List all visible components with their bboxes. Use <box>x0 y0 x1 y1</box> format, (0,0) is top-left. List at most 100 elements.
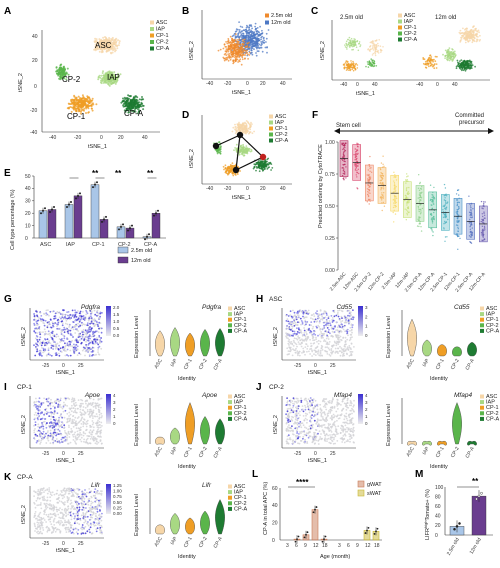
feature-xtick-2: 0 <box>62 363 65 369</box>
feature-xtick-1: -25 <box>42 363 49 369</box>
feature-point <box>92 323 94 325</box>
d-point-asc <box>245 126 247 128</box>
feature-point <box>97 310 99 312</box>
c-point-old-asc <box>460 30 462 32</box>
a-point-cp1 <box>87 98 89 100</box>
feature-point <box>48 342 50 344</box>
b-point-2.5m <box>237 41 239 43</box>
c-point-old-cpa <box>456 67 458 69</box>
f-point-11 <box>483 205 484 206</box>
d-point-iap <box>241 152 243 154</box>
feature-point <box>84 324 86 326</box>
feature-point <box>99 346 101 348</box>
c-point-young-iap <box>358 50 360 52</box>
c-point-old-iap <box>445 50 447 52</box>
feature-point <box>84 338 86 340</box>
feature-point <box>53 340 55 342</box>
e-dot-CP-2-1-2 <box>131 225 133 227</box>
b-point-12m <box>251 50 253 52</box>
feature-point <box>81 324 83 326</box>
feature-point <box>71 334 73 336</box>
b-point-2.5m <box>234 43 236 45</box>
b-point-2.5m <box>224 44 226 46</box>
d-point-cpa <box>266 163 268 165</box>
b-point-12m <box>248 40 250 42</box>
feature-point <box>84 355 86 357</box>
b-point-2.5m <box>242 53 244 55</box>
feature-point <box>88 340 90 342</box>
color-scale-tick-3: 0.5 <box>113 326 120 331</box>
a-point-cp2 <box>57 73 59 75</box>
feature-point <box>40 318 42 320</box>
c-point-old-asc <box>478 31 480 33</box>
feature-point <box>85 341 87 343</box>
panel-b: B -40 -20 0 20 40 tSNE_1 tSNE_2 2.5m old… <box>182 6 292 96</box>
d-xtick-2: -20 <box>224 186 231 192</box>
f-point-9 <box>458 194 459 195</box>
e-ytick-0: 0 <box>25 236 28 242</box>
c-point-young-asc <box>370 49 372 51</box>
b-point-2.5m <box>227 48 229 50</box>
violin-legend-swatch-4 <box>228 329 232 333</box>
d-point-cpa <box>254 166 256 168</box>
c-point-old-asc <box>476 40 478 42</box>
f-point-2 <box>369 203 370 204</box>
b-point-12m <box>238 37 240 39</box>
c-point-old-iap <box>452 59 454 61</box>
f-point-7 <box>431 230 432 231</box>
feature-point <box>296 346 298 348</box>
a-point-cp1 <box>68 107 70 109</box>
c-point-old-asc <box>467 33 469 35</box>
a-point-cp2 <box>60 64 62 66</box>
e-dot-ASC-1-2 <box>53 206 55 208</box>
b-point-12m <box>242 33 244 35</box>
feature-point <box>68 318 70 320</box>
a-point-cp1 <box>91 103 93 105</box>
b-point-12m <box>249 29 251 31</box>
feature-point <box>39 354 41 356</box>
e-dot-IAP-0-2 <box>70 201 72 203</box>
b-point-12m <box>259 26 261 28</box>
c-point-old-cpa <box>457 65 459 67</box>
d-point-cp2 <box>220 148 222 150</box>
feature-point <box>64 346 66 348</box>
c-point-old-asc <box>460 32 462 34</box>
f-point-3 <box>381 162 382 163</box>
feature-point <box>47 334 49 336</box>
c-point-old-iap <box>447 54 449 56</box>
a-point-cp2 <box>60 67 62 69</box>
feature-point <box>73 351 75 353</box>
feature-point <box>52 332 54 334</box>
d-point-cpa <box>258 161 260 163</box>
b-point-2.5m <box>244 41 246 43</box>
feature-point <box>55 315 57 317</box>
d-point-asc <box>232 131 234 133</box>
c-point-old-iap <box>450 58 452 60</box>
feature-point <box>81 342 83 344</box>
feature-point <box>76 340 78 342</box>
b-point-2.5m <box>225 50 227 52</box>
f-point-3 <box>383 166 384 167</box>
a-cl-asc: ASC <box>95 41 112 50</box>
d-legend-swatch-1 <box>269 121 273 125</box>
b-point-2.5m <box>245 51 247 53</box>
c-point-old-cpa <box>467 64 469 66</box>
b-point-12m <box>257 27 259 29</box>
feature-point <box>98 331 100 333</box>
violin-legend-swatch-2 <box>228 318 232 322</box>
d-point-asc <box>238 124 240 126</box>
e-dot-CP-1-1-2 <box>105 216 107 218</box>
feature-point <box>39 333 41 335</box>
c-point-old-asc <box>473 36 475 38</box>
c-point-old-asc <box>465 39 467 41</box>
e-dot-CP-2-0-0 <box>118 228 120 230</box>
a-point-cp2 <box>56 69 58 71</box>
e-dot-CP-2-1-1 <box>129 227 131 229</box>
feature-point <box>37 341 39 343</box>
a-point-iap <box>104 75 106 77</box>
feature-point <box>99 339 101 341</box>
feature-point <box>320 319 322 321</box>
c-point-young-cp1 <box>354 68 356 70</box>
d-point-cpa <box>262 166 264 168</box>
